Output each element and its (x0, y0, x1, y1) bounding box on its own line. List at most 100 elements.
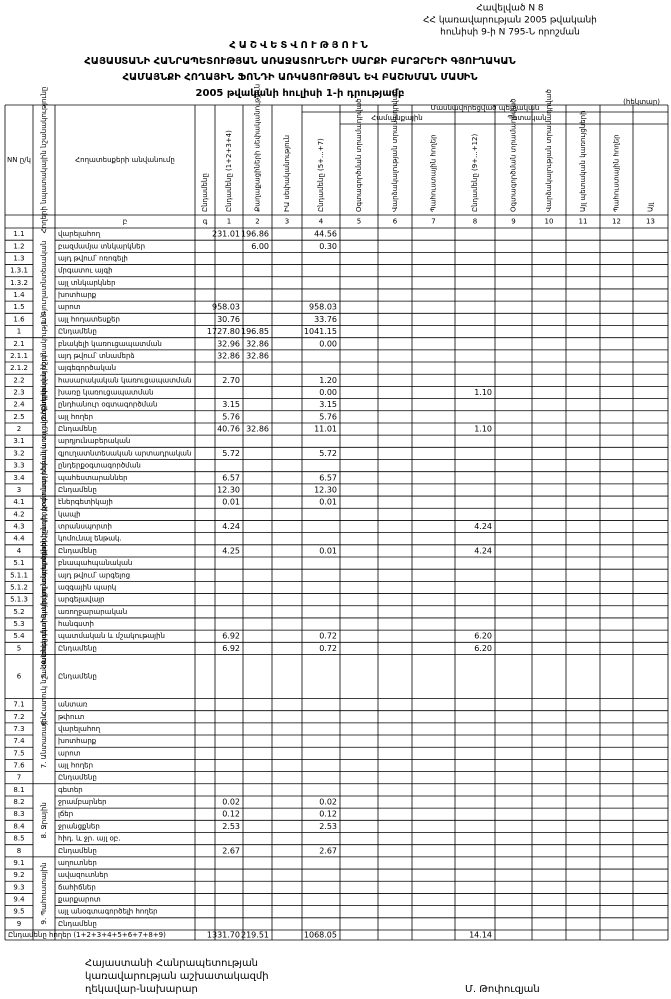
row-code: 1.2 (13, 242, 24, 250)
row-name: այգեգործական (58, 364, 116, 372)
row-code: 4.2 (13, 510, 24, 518)
header-cell: Օգտագործման տրամադրված (355, 98, 363, 212)
value-cell: 0.00 (319, 339, 337, 348)
value-cell: 6.92 (222, 632, 240, 641)
value-cell: 1068.05 (304, 931, 337, 940)
group-label: 3. Արդյունաբերական, ընդերքօգտագործման և … (40, 313, 48, 618)
row-code: 4.1 (13, 498, 24, 506)
row-code: 7 (17, 774, 21, 782)
header-cell: Վարձակալության տրամադրված (545, 89, 553, 212)
row-name: ընդերքօգտագործման (58, 462, 141, 470)
row-code: 5.1.1 (10, 571, 28, 579)
row-name: առողջարարական (58, 608, 127, 616)
index-cell: 2 (255, 218, 259, 226)
row-code: 1.3.1 (10, 267, 28, 275)
row-code: 7.5 (13, 749, 24, 757)
header-cell: Այլ պետական կառույցների (579, 110, 587, 212)
row-code: 5.2 (13, 608, 24, 616)
row-name: հանգստի (58, 620, 94, 628)
value-cell: 5.72 (319, 449, 337, 458)
header-cell: Հողերի նպատակային նշանակությունը (40, 87, 48, 234)
row-code: 8.2 (13, 798, 24, 806)
row-name: արոտ (58, 303, 81, 311)
index-cell: 10 (545, 218, 554, 226)
index-cell: 5 (357, 218, 361, 226)
value-cell: 0.01 (222, 498, 240, 507)
row-name: այլ հողեր (58, 413, 93, 421)
row-name: Ընդամենը (58, 328, 97, 336)
row-code: 5.1 (13, 559, 24, 567)
annex-line: Հավելված N 8 (476, 4, 544, 14)
row-name: Ընդամենը (58, 847, 97, 855)
value-cell: 5.76 (319, 412, 337, 421)
header-cell: Ընդամենը (9+...+12) (471, 134, 479, 212)
header-cell: Քաղաքացիների սեփականություն (254, 84, 262, 212)
group-label: 6. Հատուկ նշանակության (40, 628, 48, 726)
value-cell: 1.20 (319, 376, 337, 385)
group-label: 1. Գյուղատնտեսական (40, 241, 48, 325)
row-name: Ընդամենը (58, 547, 97, 555)
row-name: հասարակական կառուցապատման (58, 376, 192, 384)
group-label: 2. Բնակավայրերի (40, 353, 48, 420)
row-code: 9.2 (13, 871, 24, 879)
row-code: 3.3 (13, 462, 24, 470)
title: ՀԱՅԱՍՏԱՆԻ ՀԱՆՐԱՊԵՏՈՒԹՅԱՆ ԱՌԱՋԱՏՈՒՆԵՐԻ ՍԱ… (84, 56, 515, 67)
row-code: 2.1.2 (10, 364, 28, 372)
footer-signer: Մ. Թոփուզյան (465, 984, 540, 995)
value-cell: 1041.15 (304, 327, 337, 336)
row-name: աղուտներ (58, 859, 97, 867)
row-name: պահեստարաններ (58, 474, 128, 482)
row-name: ջրանցքներ (58, 822, 100, 830)
value-cell: 4.25 (222, 546, 240, 555)
row-code: 2 (17, 425, 21, 433)
value-cell: 6.20 (474, 644, 492, 653)
row-code: 7.3 (13, 725, 24, 733)
row-name: պատմական և մշակութային (58, 632, 165, 640)
row-name: խոտհարք (58, 291, 97, 299)
title: ՀԱՄԱՅՆՔԻ ՀՈՂԱՅԻՆ ՖՈՆԴԻ ԱՌԿԱՅՈՒԹՅԱՆ ԵՎ ԲԱ… (123, 72, 478, 83)
value-cell: 0.12 (222, 810, 240, 819)
row-name: կոմունալ ենթակ. (58, 535, 122, 543)
index-cell: 12 (612, 218, 621, 226)
row-name: ավազուտներ (58, 871, 108, 879)
value-cell: 2.53 (319, 822, 337, 831)
row-name: ջրամբարներ (58, 798, 107, 806)
row-code: 3 (17, 486, 21, 494)
row-code: 9 (17, 920, 21, 928)
row-name: Ընդամենը (58, 425, 97, 433)
header-cell: Ընդամենը (1+2+3+4) (225, 130, 233, 212)
row-code: 7.6 (13, 762, 25, 770)
value-cell: 0.72 (319, 644, 337, 653)
row-name: կապի (58, 510, 81, 518)
value-cell: 32.86 (217, 351, 240, 360)
value-cell: 219.51 (241, 931, 269, 940)
row-code: 3.2 (13, 449, 24, 457)
header-cell: Այլ (647, 202, 655, 212)
row-code: 1.4 (13, 291, 25, 299)
row-code: 8.3 (13, 810, 24, 818)
header-cell: Պետական (507, 114, 546, 122)
footer-position: Հայաստանի Հանրապետության (85, 958, 258, 969)
title: ՀԱՇՎԵՏՎՈՒԹՅՈՒՆ (229, 40, 370, 51)
row-code: 9.3 (13, 883, 24, 891)
header-cell: ԻԱ սեփականություն (283, 135, 291, 212)
index-cell: 4 (319, 218, 324, 226)
row-name: ընդհանուր օգտագործման (58, 401, 157, 409)
row-code: 1.5 (13, 303, 24, 311)
group-label: 4. Էներգետիկայի, տրանսպորտի, կապի, կոմու… (40, 388, 48, 665)
index-cell: 7 (431, 218, 435, 226)
row-code: 1.3.2 (10, 279, 28, 287)
row-code: 1.6 (13, 315, 25, 323)
value-cell: 0.12 (319, 810, 337, 819)
header-cell: Հողատեսքերի անվանումը (75, 156, 175, 164)
row-code: 2.1 (13, 340, 24, 348)
row-code: 4.4 (13, 535, 25, 543)
header-cell: Օգտագործման տրամադրված (510, 98, 518, 212)
footer-position: ղեկավար-նախարար (85, 984, 198, 995)
row-name: գետեր (58, 786, 83, 794)
group-label: 7. Անտառային (40, 714, 48, 768)
row-name: արոտ (58, 749, 81, 757)
row-name: այլ անօգտագործելի հողեր (58, 908, 158, 916)
index-cell: 6 (393, 218, 398, 226)
header-cell: Ընդամենը (5+...+7) (317, 138, 325, 212)
